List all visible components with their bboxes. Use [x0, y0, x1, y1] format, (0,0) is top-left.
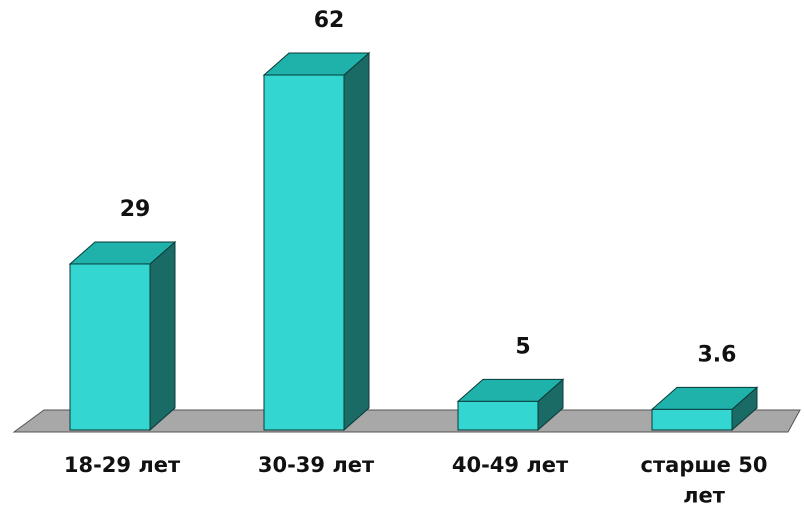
- value-label-3: 5: [515, 334, 530, 359]
- bar-side-face: [343, 51, 370, 432]
- category-label-4: старше 50 лет: [641, 453, 768, 506]
- bar-front-face: [263, 74, 345, 431]
- value-label-4: 3.6: [698, 342, 737, 367]
- bar-1: [68, 240, 177, 432]
- chart-bars: [68, 51, 759, 432]
- chart-floor: [12, 409, 801, 433]
- value-labels: 29 62 5 3.6: [120, 8, 737, 367]
- category-label-3: 40-49 лет: [452, 453, 569, 477]
- category-labels: 18-29 лет 30-39 лет 40-49 лет старше 50 лет: [64, 453, 768, 506]
- bar-4: [650, 386, 759, 432]
- value-label-1: 29: [120, 197, 151, 222]
- chart-floor-plane: [12, 409, 801, 433]
- bar-front-face: [457, 400, 539, 431]
- category-label-2: 30-39 лет: [258, 453, 375, 477]
- category-label-1: 18-29 лет: [64, 453, 181, 477]
- value-label-2: 62: [314, 8, 345, 33]
- bar-2: [262, 51, 371, 432]
- bar-side-face: [149, 240, 176, 432]
- bar-front-face: [69, 263, 151, 431]
- bar-3: [456, 378, 565, 432]
- bar-front-face: [651, 408, 733, 431]
